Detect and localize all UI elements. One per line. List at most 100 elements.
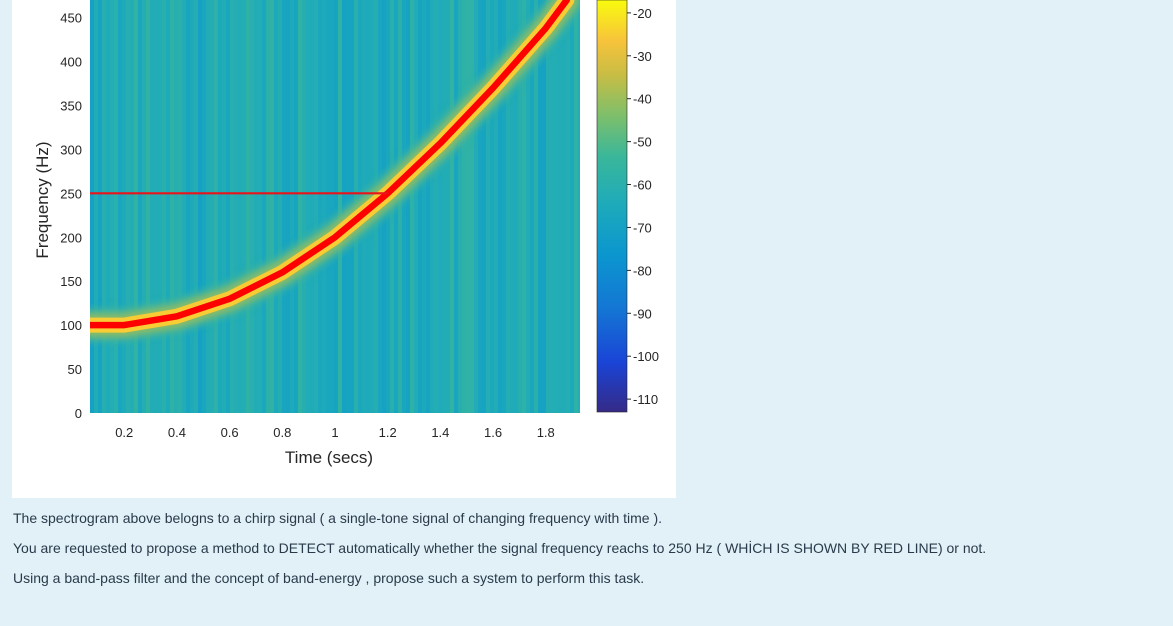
time-bin-stripe [270,0,275,413]
colorbar-tick-label: -40 [633,92,652,107]
time-bin-stripe [170,0,175,413]
time-bin-stripe [106,0,111,413]
time-bin-stripe [142,0,147,413]
time-bin-stripe [426,0,431,413]
x-tick-label: 1.8 [537,425,555,440]
time-bin-stripe [94,0,99,413]
time-bin-stripe [194,0,199,413]
time-bin-stripe [202,0,207,413]
time-bin-stripe [158,0,163,413]
x-tick-label: 0.2 [115,425,133,440]
time-bin-stripe [406,0,411,413]
time-bin-stripe [486,0,491,413]
colorbar-tick-label: -110 [633,392,658,407]
x-tick-label: 1.6 [484,425,502,440]
y-axis-label: Frequency (Hz) [33,141,52,258]
time-bin-stripe [174,0,179,413]
time-bin-stripe [334,0,339,413]
x-tick-label: 1.4 [431,425,449,440]
time-bin-stripe [306,0,311,413]
time-bin-stripe [286,0,291,413]
time-bin-stripe [558,0,563,413]
time-bin-stripe [442,0,447,413]
time-bin-stripe [246,0,251,413]
time-bin-stripe [414,0,419,413]
time-bin-stripe [226,0,231,413]
y-tick-label: 50 [68,362,82,377]
time-bin-stripe [566,0,571,413]
time-bin-stripe [322,0,327,413]
y-axis-ticks: 0 50 100 150 200 250 300 350 400 450 [60,11,82,421]
colorbar-tick-label: -70 [633,220,652,235]
time-bin-stripe [474,0,479,413]
y-tick-label: 0 [75,406,82,421]
time-bin-stripe [162,0,167,413]
question-text: The spectrogram above belogns to a chirp… [13,508,1153,598]
colorbar-tick-label: -50 [633,135,652,150]
time-bin-stripe [274,0,279,413]
time-bin-stripe [462,0,467,413]
time-bin-stripe [578,0,580,413]
time-bin-stripe [250,0,255,413]
time-bin-stripe [114,0,119,413]
time-bin-stripe [330,0,335,413]
time-bin-stripe [466,0,471,413]
time-bin-stripe [418,0,423,413]
time-bin-stripe [510,0,515,413]
colorbar-tick-label: -20 [633,6,652,21]
time-bin-stripe [290,0,295,413]
time-bin-stripe [402,0,407,413]
time-bin-stripe [498,0,503,413]
time-bin-stripe [326,0,331,413]
time-bin-stripe [214,0,219,413]
time-bin-stripe [222,0,227,413]
y-tick-label: 150 [60,274,82,289]
time-bin-stripe [98,0,103,413]
x-tick-label: 0.8 [273,425,291,440]
y-tick-label: 350 [60,98,82,113]
y-tick-label: 300 [60,142,82,157]
spectrogram-plot-area [90,0,580,413]
time-bin-stripe [298,0,303,413]
time-bin-stripe [438,0,443,413]
figure-panel: 0.2 0.4 0.6 0.8 1 1.2 1.4 1.6 1.8 0 50 100 150 200 25… [12,0,676,498]
time-bin-stripe [302,0,307,413]
time-bin-stripe [530,0,535,413]
time-bin-stripe [182,0,187,413]
colorbar-gradient [596,0,628,413]
time-bin-stripe [574,0,579,413]
y-tick-label: 100 [60,318,82,333]
time-bin-stripe [186,0,191,413]
colorbar: -20 -30 -40 -50 -60 -70 -80 -90 -100 -110 [596,0,659,413]
time-bin-stripe [118,0,123,413]
time-bin-stripe [126,0,131,413]
time-bin-stripe [134,0,139,413]
y-tick-label: 250 [60,186,82,201]
time-bin-stripe [434,0,439,413]
colorbar-tick-label: -30 [633,49,652,64]
colorbar-tick-label: -80 [633,263,652,278]
time-bin-stripe [138,0,143,413]
time-bin-stripe [506,0,511,413]
x-tick-label: 1.2 [379,425,397,440]
time-bin-stripe [254,0,259,413]
question-line-1: The spectrogram above belogns to a chirp… [13,510,663,526]
time-bin-stripe [90,0,95,413]
time-bin-stripe [514,0,519,413]
time-bin-stripe [266,0,271,413]
time-bin-stripe [166,0,171,413]
time-bin-stripe [122,0,127,413]
colorbar-tick-label: -60 [633,178,652,193]
ridge-core-line [90,0,571,329]
spectrogram-figure: 0.2 0.4 0.6 0.8 1 1.2 1.4 1.6 1.8 0 50 100 150 200 25… [33,0,659,467]
chirp-ridge [90,0,580,343]
time-bin-stripe [146,0,151,413]
time-bin-stripe [522,0,527,413]
time-bin-stripe [258,0,263,413]
time-bin-stripe [470,0,475,413]
time-bin-stripe [494,0,499,413]
x-tick-label: 0.6 [221,425,239,440]
time-bin-stripe [526,0,531,413]
time-bin-stripe [310,0,315,413]
colorbar-tick-label: -90 [633,306,652,321]
